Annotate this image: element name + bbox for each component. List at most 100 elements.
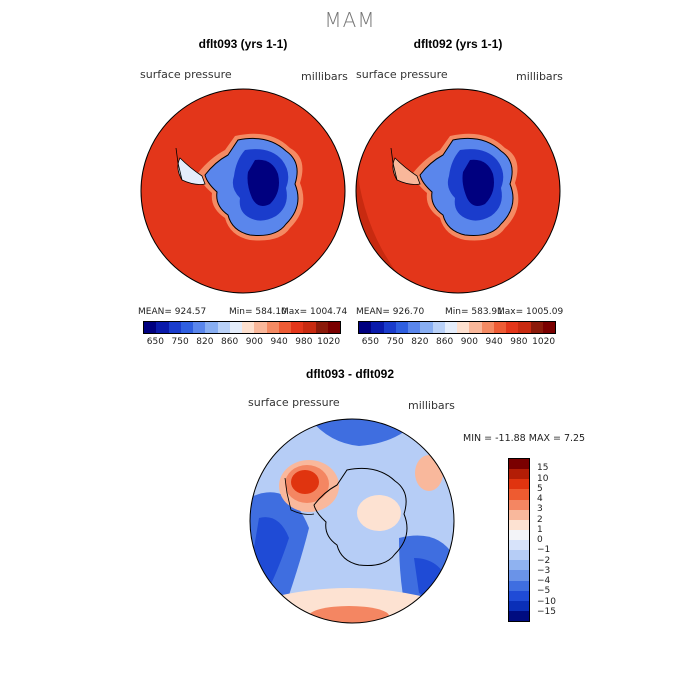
colorbar-tick-label: 3 <box>537 504 543 515</box>
colorbar-tick-label: 900 <box>460 337 478 347</box>
colorbar-swatch <box>509 459 529 470</box>
colorbar-swatch <box>509 540 529 551</box>
right-max: Max= 1005.09 <box>497 307 564 317</box>
right-colorbar <box>358 321 556 334</box>
colorbar-tick-label: 0 <box>537 535 543 545</box>
colorbar-tick-label: 1 <box>537 524 543 535</box>
colorbar-swatch <box>509 509 529 520</box>
diff-ne-high <box>415 455 443 491</box>
colorbar-tick-label: 10 <box>537 473 549 484</box>
colorbar-swatch <box>518 322 531 333</box>
left-panel-title: dflt093 (yrs 1-1) <box>198 37 288 51</box>
colorbar-swatch <box>156 322 169 333</box>
colorbar-swatch <box>242 322 255 333</box>
colorbar-tick-label: 980 <box>510 337 528 347</box>
colorbar-swatch <box>180 322 193 333</box>
colorbar-swatch <box>469 322 482 333</box>
left-plateau-core <box>247 159 279 206</box>
right-variable-label: surface pressure <box>356 68 448 81</box>
colorbar-swatch <box>509 610 529 621</box>
left-colorbar <box>143 321 341 334</box>
right-map <box>355 88 561 294</box>
colorbar-swatch <box>291 322 304 333</box>
colorbar-tick-label: 5 <box>537 483 543 494</box>
colorbar-tick-label: −5 <box>537 586 551 597</box>
colorbar-tick-label: −4 <box>537 576 551 586</box>
diff-minmax: MIN = -11.88 MAX = 7.25 <box>463 433 586 444</box>
colorbar-swatch <box>457 322 470 333</box>
colorbar-swatch <box>444 322 457 333</box>
colorbar-tick-label: −10 <box>537 596 556 607</box>
colorbar-swatch <box>509 479 529 490</box>
colorbar-swatch <box>266 322 279 333</box>
left-variable-label: surface pressure <box>140 68 232 81</box>
colorbar-swatch <box>408 322 421 333</box>
colorbar-tick-label: 2 <box>537 514 543 525</box>
colorbar-swatch <box>506 322 519 333</box>
colorbar-swatch <box>509 580 529 591</box>
right-colorbar-ticks: 650 750 820 860 900 940 980 1020 <box>358 337 556 349</box>
colorbar-swatch <box>432 322 445 333</box>
left-map-svg <box>140 88 346 294</box>
colorbar-tick-label: 750 <box>171 337 189 347</box>
colorbar-tick-label: −2 <box>537 555 551 566</box>
colorbar-tick-label: 4 <box>537 494 543 504</box>
right-peninsula-coast <box>390 147 398 181</box>
colorbar-tick-label: 820 <box>196 337 214 347</box>
colorbar-swatch <box>509 600 529 611</box>
left-colorbar-ticks: 650 750 820 860 900 940 980 1020 <box>143 337 341 349</box>
colorbar-swatch <box>542 322 555 333</box>
colorbar-tick-label: 980 <box>295 337 313 347</box>
colorbar-tick-label: 1020 <box>317 337 341 347</box>
colorbar-swatch <box>254 322 267 333</box>
diff-map <box>249 418 455 624</box>
colorbar-swatch <box>509 529 529 540</box>
colorbar-tick-label: 860 <box>221 337 239 347</box>
colorbar-tick-label: −1 <box>537 545 551 556</box>
colorbar-swatch <box>509 519 529 530</box>
diff-peninsula-coast <box>284 477 315 515</box>
colorbar-tick-label: 940 <box>270 337 288 347</box>
left-max: Max= 1004.74 <box>281 307 348 317</box>
right-mean: MEAN= 926.70 <box>356 307 425 317</box>
left-map <box>140 88 346 294</box>
colorbar-tick-label: −15 <box>537 606 556 617</box>
diff-center-high <box>357 495 401 531</box>
diff-panel-title: dflt093 - dflt092 <box>305 367 395 381</box>
colorbar-swatch <box>193 322 206 333</box>
colorbar-swatch <box>359 322 372 333</box>
colorbar-swatch <box>509 489 529 500</box>
left-map-border <box>140 88 346 294</box>
colorbar-swatch <box>168 322 181 333</box>
right-units-label: millibars <box>516 70 563 83</box>
colorbar-tick-label: 860 <box>436 337 454 347</box>
colorbar-swatch <box>383 322 396 333</box>
colorbar-tick-label: 940 <box>485 337 503 347</box>
diff-units-label: millibars <box>408 399 455 412</box>
colorbar-swatch <box>315 322 328 333</box>
season-title: MAM <box>324 8 376 32</box>
colorbar-tick-label: 650 <box>361 337 379 347</box>
colorbar-swatch <box>205 322 218 333</box>
colorbar-swatch <box>420 322 433 333</box>
diff-variable-label: surface pressure <box>248 396 340 409</box>
colorbar-swatch <box>530 322 543 333</box>
colorbar-swatch <box>493 322 506 333</box>
right-panel-title: dflt092 (yrs 1-1) <box>413 37 503 51</box>
right-plateau-core <box>462 159 494 206</box>
diff-colorbar <box>508 458 530 622</box>
diff-colorbar-ticks: 15 10 5 4 3 2 1 0 −1 −2 −3 −4 −5 −10 −15 <box>537 458 577 622</box>
colorbar-swatch <box>229 322 242 333</box>
right-min: Min= 583.91 <box>445 307 503 317</box>
right-map-svg <box>355 88 561 294</box>
colorbar-tick-label: 1020 <box>532 337 556 347</box>
colorbar-swatch <box>327 322 340 333</box>
diff-map-svg <box>249 418 455 624</box>
right-peninsula <box>392 157 421 185</box>
colorbar-swatch <box>509 560 529 571</box>
diff-map-border <box>249 418 455 624</box>
colorbar-tick-label: 15 <box>537 463 549 474</box>
colorbar-swatch <box>144 322 157 333</box>
colorbar-tick-label: 820 <box>411 337 429 347</box>
colorbar-tick-label: 900 <box>245 337 263 347</box>
